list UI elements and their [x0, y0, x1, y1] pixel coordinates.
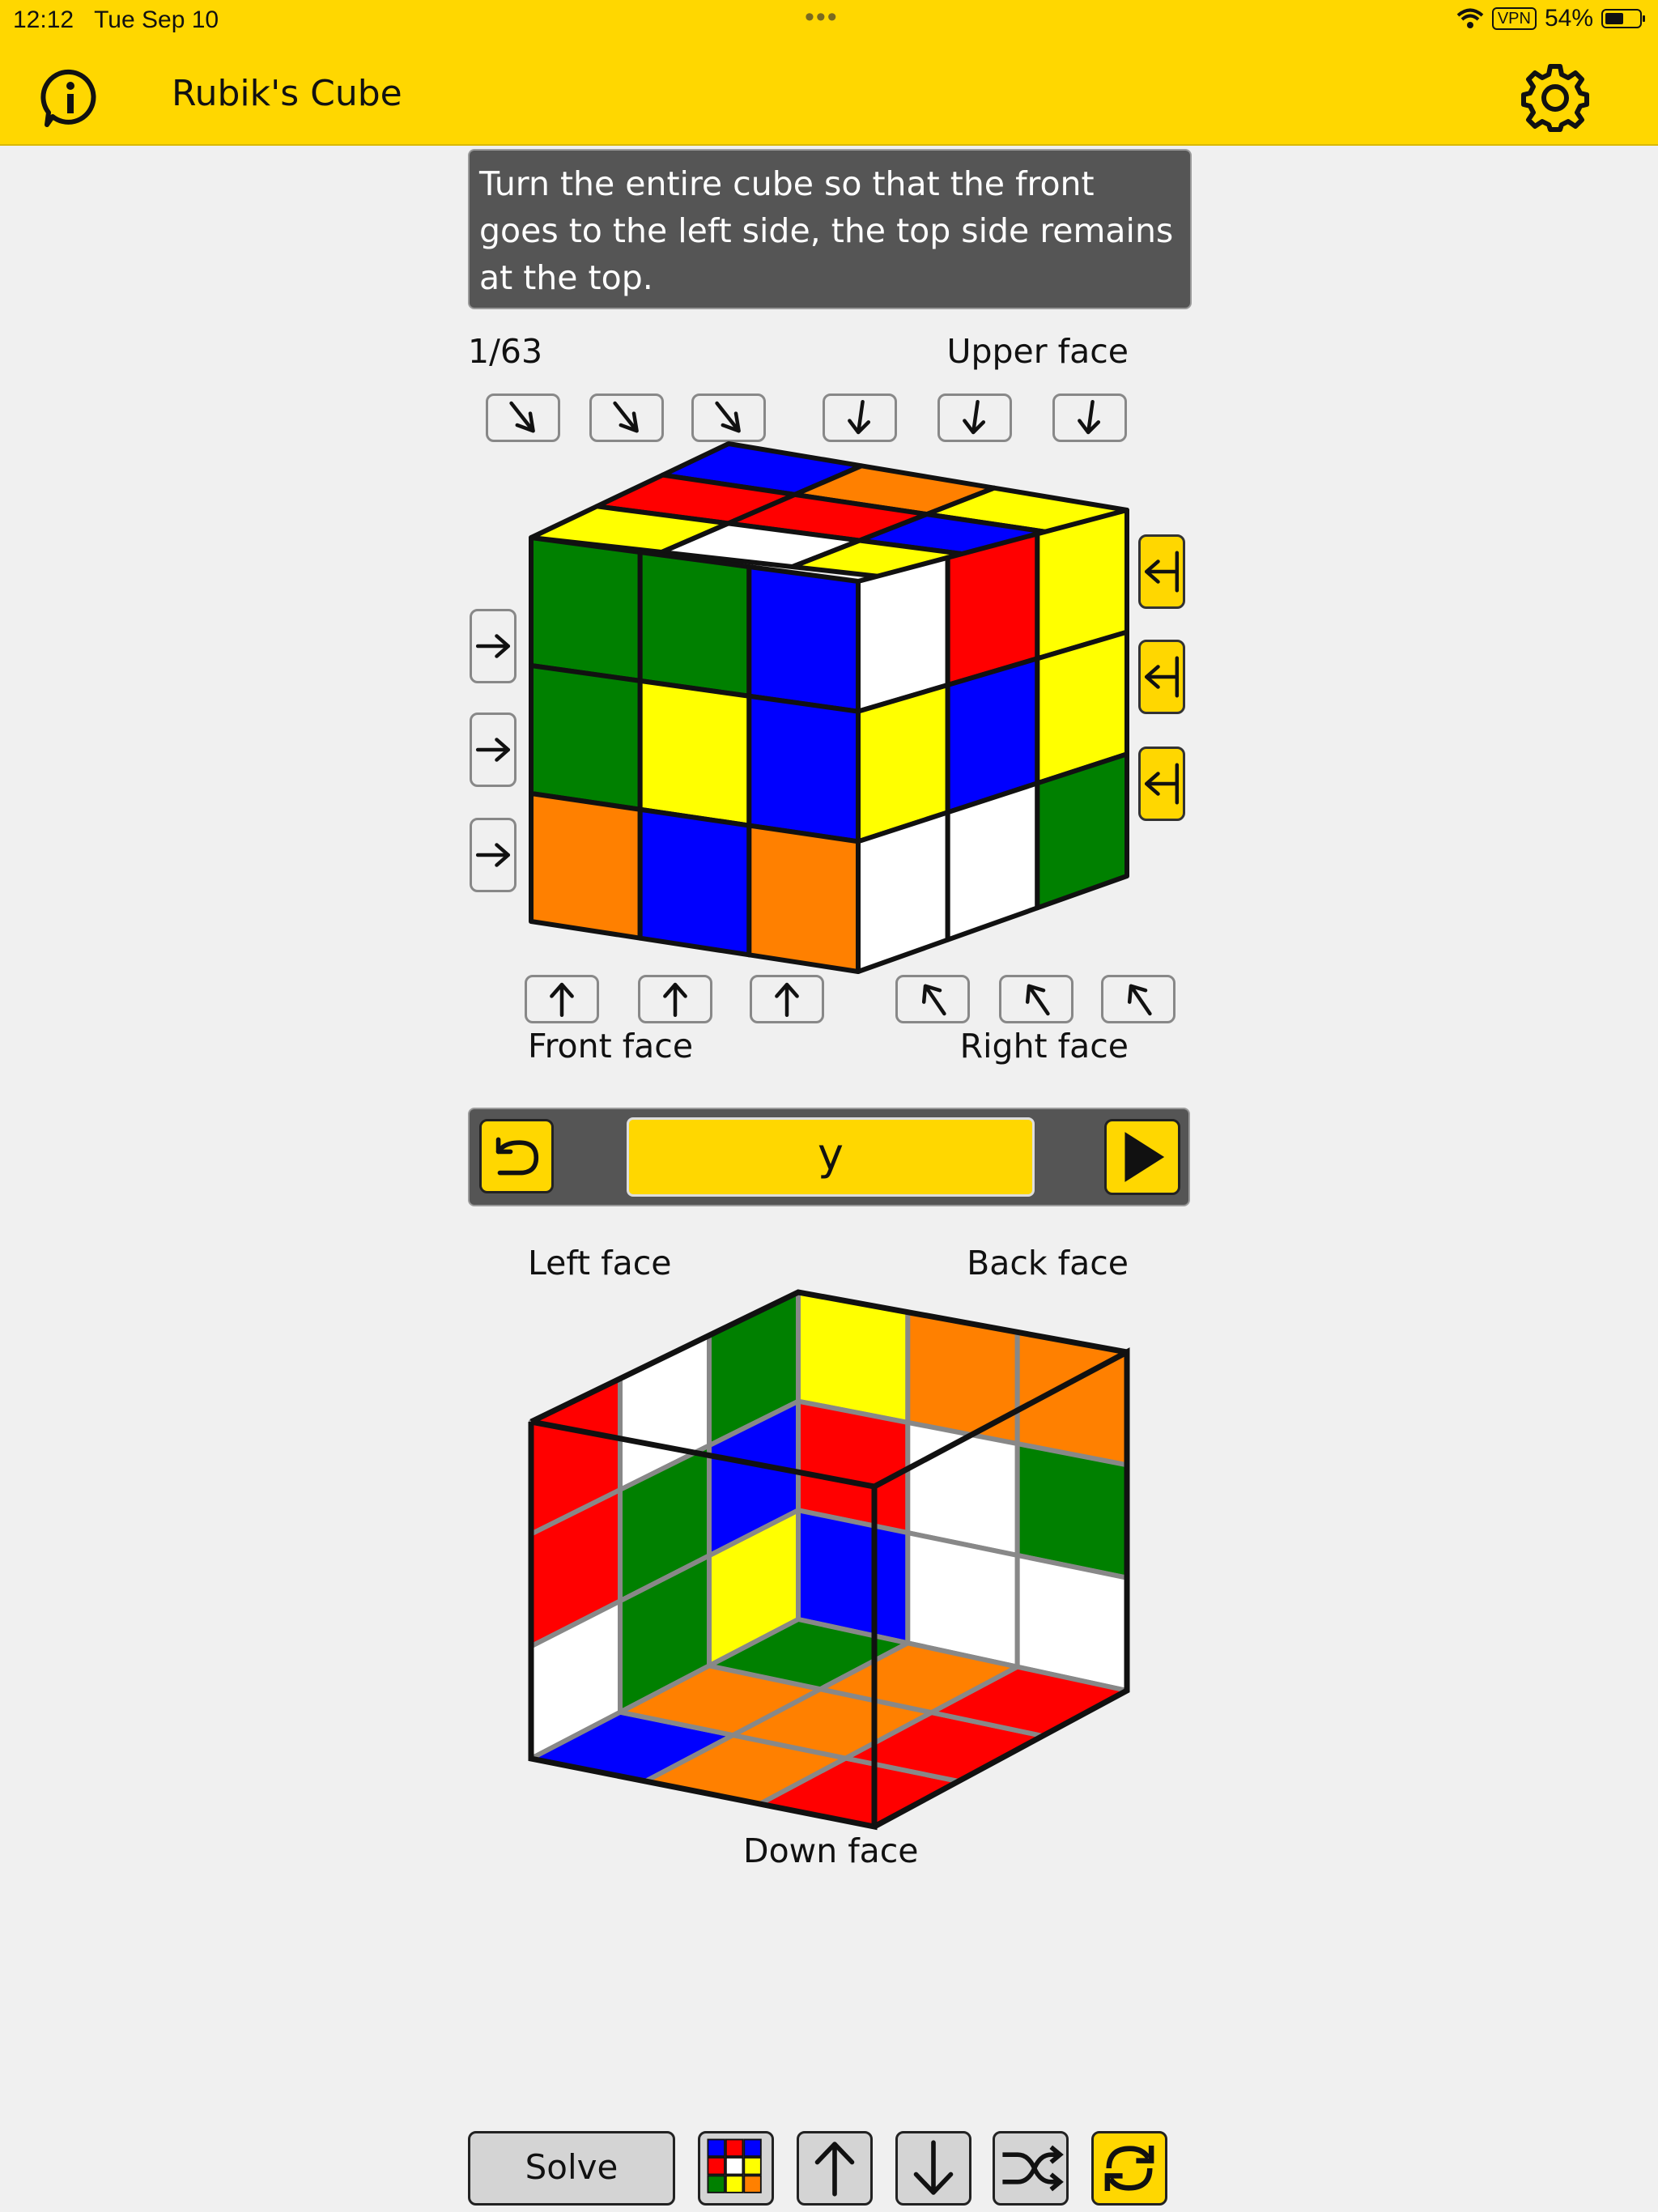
scroll-down-button[interactable] — [895, 2131, 971, 2206]
cube-3d-view[interactable] — [518, 437, 1133, 988]
vpn-badge: VPN — [1491, 7, 1537, 30]
rotate-up-button-1[interactable] — [525, 975, 599, 1023]
play-icon — [1124, 1132, 1165, 1182]
color-input-button[interactable] — [698, 2131, 774, 2206]
front-face-sticker — [746, 693, 861, 844]
solve-button[interactable]: Solve — [468, 2131, 675, 2206]
app-title: Rubik's Cube — [172, 73, 402, 114]
play-button[interactable] — [1104, 1119, 1180, 1195]
front-face-sticker — [637, 678, 752, 828]
arrow-up-left-icon — [1025, 984, 1050, 1016]
rotate-left-button-3[interactable] — [1138, 747, 1185, 821]
arrow-right-icon — [475, 843, 511, 867]
left-face-label: Left face — [528, 1244, 672, 1283]
rotate-right-button-1[interactable] — [470, 609, 517, 683]
current-move-display: y — [627, 1117, 1035, 1197]
upper-face-label: Upper face — [946, 332, 1129, 371]
rotate-down-right-button-1[interactable] — [486, 393, 560, 442]
info-icon[interactable] — [40, 68, 100, 128]
cube-top-edge — [529, 1289, 1128, 1425]
wifi-icon — [1456, 8, 1484, 28]
rotate-down-button-2[interactable] — [937, 393, 1012, 442]
battery-percent: 54% — [1544, 5, 1593, 32]
undo-button[interactable] — [479, 1119, 554, 1193]
rotate-up-button-2[interactable] — [638, 975, 712, 1023]
arrow-left-icon — [1144, 656, 1180, 698]
right-face-label: Right face — [959, 1027, 1129, 1066]
status-time: 12:12 Tue Sep 10 — [13, 6, 219, 33]
move-bar: y — [468, 1108, 1190, 1206]
scroll-up-button[interactable] — [797, 2131, 873, 2206]
gear-icon[interactable] — [1520, 63, 1590, 133]
front-face-sticker — [746, 823, 861, 974]
rotate-left-button-2[interactable] — [1138, 640, 1185, 714]
arrow-down-right-icon — [509, 401, 535, 433]
app-bar: Rubik's Cube — [0, 40, 1658, 146]
instruction-hint: Turn the entire cube so that the front g… — [468, 149, 1192, 309]
rotate-right-button-2[interactable] — [470, 713, 517, 787]
refresh-icon — [1104, 2145, 1154, 2192]
undo-icon — [495, 1137, 539, 1176]
arrow-up-icon — [775, 982, 799, 1018]
shuffle-button[interactable] — [993, 2131, 1069, 2206]
arrow-up-icon — [550, 982, 574, 1018]
arrow-up-icon — [663, 982, 687, 1018]
cube-right-edge — [873, 1347, 1130, 1830]
arrow-down-icon — [963, 399, 986, 435]
rotate-up-left-button-3[interactable] — [1101, 975, 1175, 1023]
front-face-sticker — [637, 806, 752, 958]
arrow-up-left-icon — [1127, 984, 1152, 1016]
arrow-left-icon — [1144, 763, 1180, 805]
right-face-sticker — [945, 781, 1040, 942]
rotate-right-button-3[interactable] — [470, 818, 517, 892]
rotate-down-right-button-3[interactable] — [691, 393, 766, 442]
front-face-sticker — [637, 550, 752, 699]
arrow-right-icon — [475, 738, 511, 762]
arrow-left-icon — [1144, 551, 1180, 593]
rotate-left-button-1[interactable] — [1138, 534, 1185, 609]
arrow-down-icon — [1078, 399, 1101, 435]
front-face-sticker — [746, 564, 861, 714]
front-face-label: Front face — [528, 1027, 694, 1066]
front-face-sticker — [529, 535, 643, 683]
arrow-down-right-icon — [715, 401, 741, 433]
rotate-down-button-3[interactable] — [1052, 393, 1127, 442]
arrow-down-icon — [913, 2140, 954, 2195]
arrow-up-left-icon — [921, 984, 946, 1016]
multitask-dots-icon[interactable]: ••• — [805, 2, 839, 32]
front-face-sticker — [529, 791, 643, 941]
arrow-right-icon — [475, 634, 511, 658]
cube-inside-view — [528, 1289, 1130, 1831]
arrow-down-right-icon — [613, 401, 639, 433]
back-face-label: Back face — [967, 1244, 1129, 1283]
status-bar: 12:12 Tue Sep 10 ••• VPN 54% — [0, 0, 1658, 40]
shuffle-icon — [1002, 2145, 1064, 2192]
right-face-sticker — [1035, 751, 1129, 911]
rotate-down-right-button-2[interactable] — [589, 393, 664, 442]
down-face-label: Down face — [743, 1831, 919, 1870]
front-face-sticker — [529, 663, 643, 812]
arrow-up-icon — [814, 2142, 855, 2197]
step-counter: 1/63 — [468, 332, 543, 371]
rotate-down-button-1[interactable] — [823, 393, 897, 442]
right-face-sticker — [856, 810, 950, 974]
battery-icon — [1601, 9, 1645, 28]
reset-cube-button[interactable] — [1091, 2131, 1167, 2206]
arrow-down-icon — [848, 399, 871, 435]
rotate-up-button-3[interactable] — [750, 975, 824, 1023]
color-grid-icon — [707, 2138, 762, 2193]
rotate-up-left-button-1[interactable] — [895, 975, 970, 1023]
rotate-up-left-button-2[interactable] — [999, 975, 1073, 1023]
